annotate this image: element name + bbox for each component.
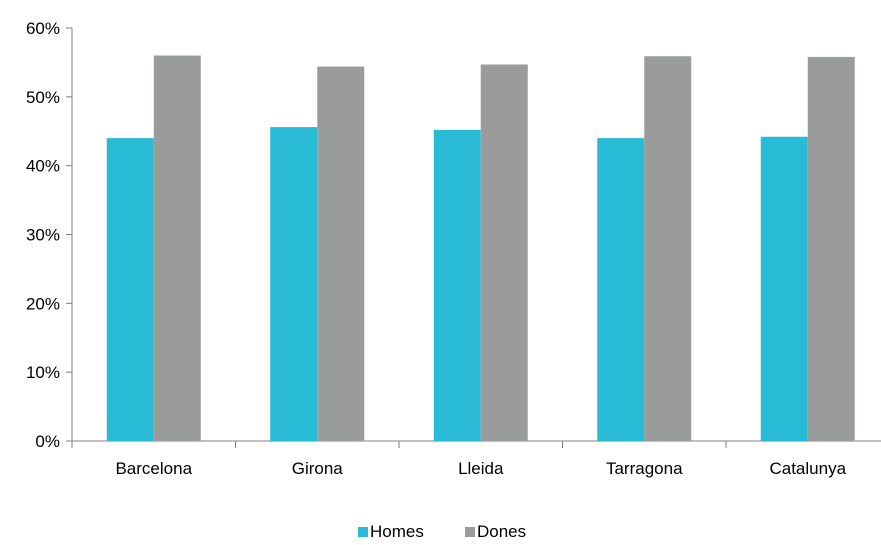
legend-swatch-homes [358, 527, 368, 537]
y-tick-label: 40% [26, 157, 60, 176]
bar-homes-lleida [433, 129, 481, 441]
y-tick-label: 60% [26, 19, 60, 38]
bar-homes-girona [270, 127, 318, 442]
x-tick-label: Tarragona [606, 459, 683, 478]
x-tick-label: Barcelona [115, 459, 192, 478]
bar-homes-tarragona [597, 138, 645, 441]
x-tick-label: Girona [292, 459, 344, 478]
y-tick-label: 50% [26, 88, 60, 107]
y-tick-label: 10% [26, 363, 60, 382]
bars [106, 55, 855, 442]
x-ticks: Barcelona Girona Lleida Tarragona Catalunya [71, 441, 847, 478]
bar-dones-lleida [480, 64, 528, 442]
y-tick-label: 0% [35, 432, 60, 451]
bar-homes-catalunya [760, 136, 808, 442]
bar-dones-barcelona [153, 55, 201, 442]
legend: Homes Dones [358, 522, 526, 541]
bar-dones-girona [317, 66, 365, 442]
legend-swatch-dones [465, 527, 475, 537]
y-tick-label: 20% [26, 294, 60, 313]
legend-label-homes: Homes [370, 522, 424, 541]
x-tick-label: Lleida [458, 459, 504, 478]
bar-homes-barcelona [106, 138, 154, 441]
bar-dones-catalunya [807, 56, 855, 441]
y-ticks: 0% 10% 20% 30% 40% 50% 60% [26, 19, 72, 451]
bar-dones-tarragona [644, 56, 692, 441]
y-tick-label: 30% [26, 226, 60, 245]
legend-label-dones: Dones [477, 522, 526, 541]
x-tick-label: Catalunya [769, 459, 846, 478]
